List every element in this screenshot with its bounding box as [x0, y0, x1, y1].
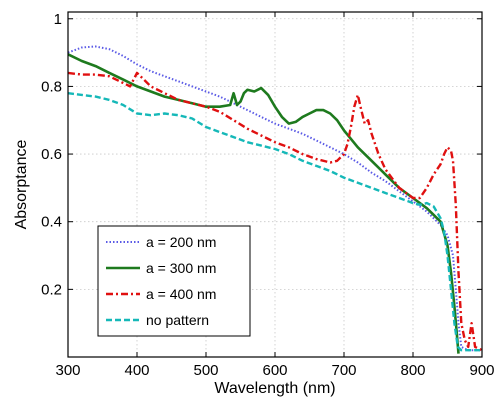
- legend: a = 200 nm a = 300 nm a = 400 nm no pattern: [97, 225, 251, 337]
- y-tick-label: 1: [54, 11, 62, 28]
- x-tick-label: 700: [331, 362, 356, 379]
- legend-box: [97, 225, 251, 337]
- legend-label: a = 200 nm: [146, 234, 216, 250]
- series-line-3: [67, 71, 483, 352]
- y-tick-label: 0.2: [41, 281, 62, 298]
- x-tick-label: 400: [124, 362, 149, 379]
- legend-label: no pattern: [146, 312, 209, 328]
- series-line-1: [67, 45, 482, 352]
- y-tick-label: 0.6: [41, 146, 62, 163]
- ticks: 300 400 500 600 700 800 900 0.2 0.4 0.6 0.8 1: [41, 11, 494, 379]
- legend-label: a = 300 nm: [146, 260, 216, 276]
- legend-label: a = 400 nm: [146, 286, 216, 302]
- y-tick-label: 0.8: [41, 78, 62, 95]
- x-tick-label: 500: [193, 362, 218, 379]
- series-line-4: [67, 92, 482, 352]
- y-axis-label: Absorptance: [13, 139, 30, 229]
- x-axis-label: Wavelength (nm): [214, 380, 335, 397]
- x-tick-label: 300: [55, 362, 80, 379]
- x-tick-label: 800: [400, 362, 425, 379]
- x-tick-label: 900: [469, 362, 494, 379]
- y-tick-label: 0.4: [41, 214, 62, 231]
- series-lines: [67, 45, 483, 354]
- x-tick-label: 600: [262, 362, 287, 379]
